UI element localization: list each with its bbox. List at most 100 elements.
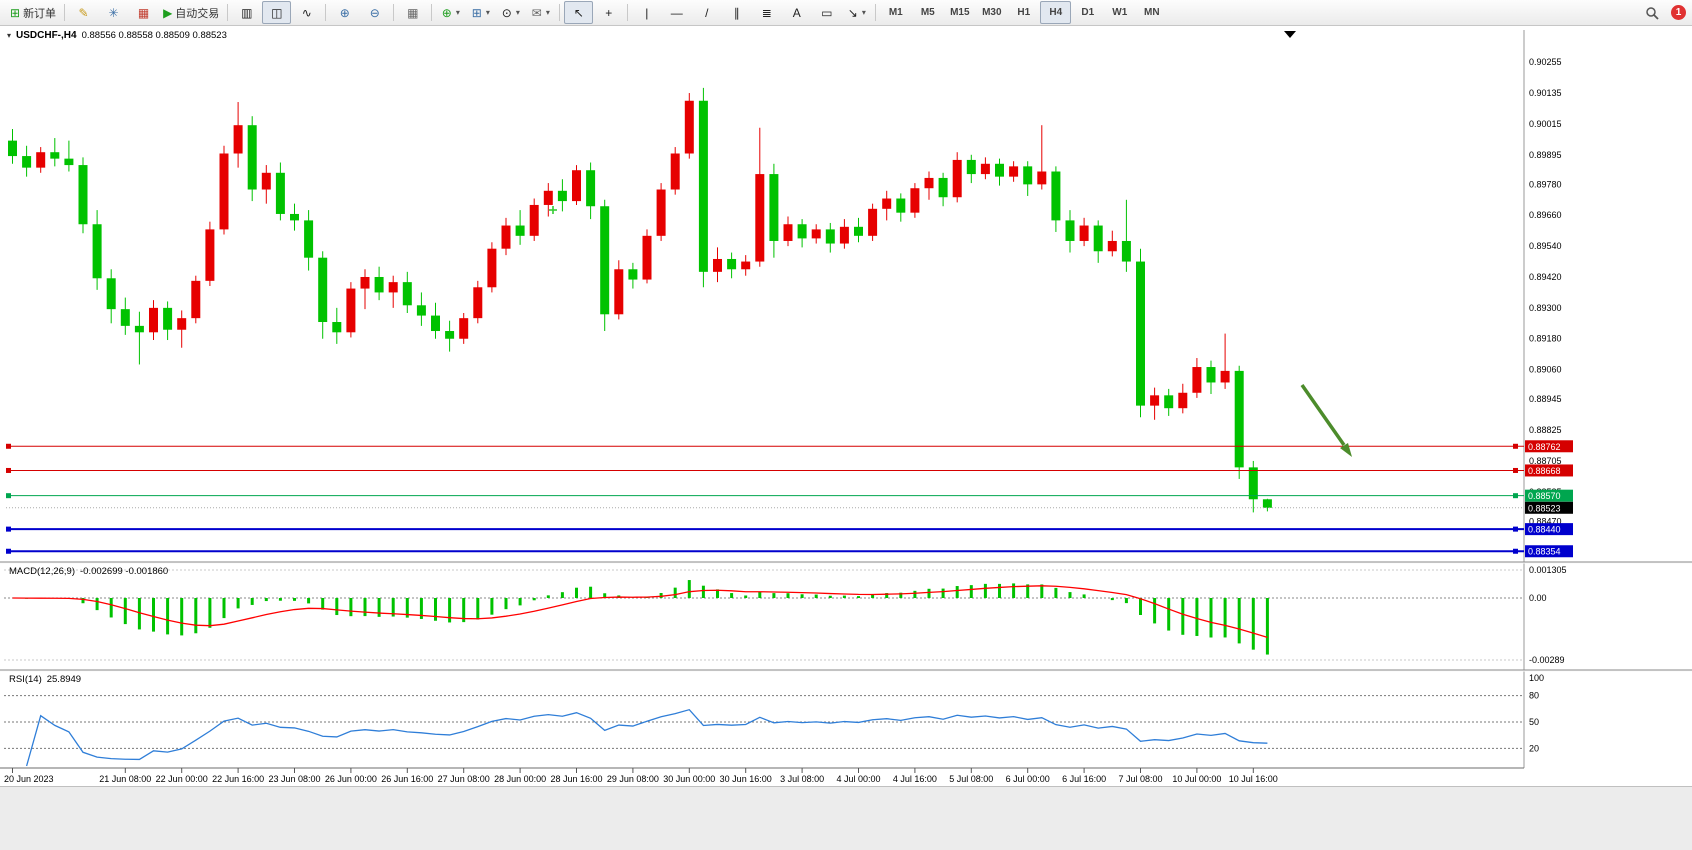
line-handle[interactable] (6, 443, 11, 449)
channel-button[interactable]: ∥ (722, 1, 751, 24)
candle-body (163, 307, 173, 330)
candle-body (388, 282, 398, 293)
cursor-button[interactable]: ↖ (564, 1, 594, 24)
candlestick-chart-button[interactable]: ◫ (262, 1, 292, 24)
price-tag (1525, 464, 1573, 477)
candle-body (811, 229, 821, 239)
time-axis-label: 4 Jul 00:00 (836, 774, 880, 784)
vertical-line-button[interactable]: | (632, 1, 661, 24)
line-handle[interactable] (6, 526, 11, 532)
line-handle[interactable] (1513, 526, 1518, 532)
separator (64, 4, 66, 21)
chart-ohlc-values: 0.88556 0.88558 0.88509 0.88523 (81, 30, 227, 41)
print-button[interactable]: ▦ (129, 1, 158, 24)
candle-body (1136, 261, 1145, 406)
timeframe-h1[interactable]: H1 (1017, 7, 1031, 18)
print-icon: ▦ (137, 5, 150, 20)
search-button[interactable] (1637, 1, 1666, 24)
periods-button[interactable]: ⊙ ▾ (496, 1, 525, 24)
zoom-in-button[interactable]: ⊕ (330, 1, 359, 24)
candle-body (318, 257, 328, 323)
candle-body (1009, 166, 1019, 177)
line-handle[interactable] (6, 467, 11, 473)
time-axis-label: 7 Jul 08:00 (1118, 774, 1162, 784)
candle-body (473, 287, 483, 319)
price-tag (1525, 501, 1573, 514)
vertical-line-icon: | (645, 5, 649, 20)
autotrading-button[interactable]: ▶ 自动交易 (159, 1, 223, 24)
zoom-in-icon: ⊕ (339, 5, 350, 20)
chart-canvas[interactable]: 0.90255 0.90135 0.90015 0.89895 0.89780 0.896… (0, 26, 1692, 786)
time-axis-label: 26 Jun 00:00 (325, 774, 377, 784)
chart-shift-marker-icon[interactable] (1284, 31, 1296, 38)
timeframe-m1[interactable]: M1 (888, 7, 903, 18)
fibonacci-button[interactable]: ≣ (752, 1, 781, 24)
line-handle[interactable] (1513, 443, 1518, 449)
candle-body (290, 213, 299, 221)
line-handle[interactable] (1513, 548, 1518, 554)
down-arrow-head[interactable] (1340, 443, 1352, 457)
metaeditor-button[interactable]: ✎ (69, 1, 98, 24)
candle-body (980, 163, 990, 175)
separator (559, 4, 561, 21)
options-button[interactable]: ✳ (99, 1, 128, 24)
horizontal-line-button[interactable]: — (662, 1, 691, 24)
new-order-button[interactable]: ⊞ 新订单 (6, 1, 60, 24)
rsi-axis-label: 20 (1529, 743, 1539, 753)
time-axis-label: 27 Jun 08:00 (438, 774, 490, 784)
price-tag-label: 0.88523 (1528, 503, 1561, 513)
separator (875, 4, 877, 21)
candle-body (261, 172, 271, 190)
trendline-button[interactable]: / (692, 1, 721, 24)
text-label-button[interactable]: ▭ (812, 1, 841, 24)
price-axis-label: 0.88945 (1529, 394, 1562, 404)
template-envelope-icon: ✉ (531, 5, 542, 20)
price-axis-label: 0.89540 (1529, 241, 1562, 251)
down-arrow-object[interactable] (1300, 383, 1346, 447)
candle-body (22, 156, 32, 168)
zoom-out-button[interactable]: ⊖ (360, 1, 389, 24)
timeframe-w1[interactable]: W1 (1112, 7, 1128, 18)
candle-body (1150, 395, 1160, 406)
text-button[interactable]: A (782, 1, 811, 24)
timeframe-m5[interactable]: M5 (920, 7, 935, 18)
timeframe-mn[interactable]: MN (1144, 7, 1160, 18)
horizontal-line-icon: — (670, 5, 683, 20)
line-handle[interactable] (1513, 493, 1518, 499)
candle-body (882, 198, 892, 209)
candle-body (304, 220, 314, 258)
rsi-axis-label: 50 (1529, 717, 1539, 727)
candle-body (1051, 171, 1061, 221)
rsi-label-row: RSI(14) 25.8949 (9, 674, 81, 685)
candle-body (727, 258, 737, 270)
notification-badge[interactable]: 1 (1671, 5, 1686, 20)
add-chart-button[interactable]: ⊞ ▾ (466, 1, 495, 24)
templates-button[interactable]: ✉ ▾ (526, 1, 555, 24)
tile-windows-icon: ▦ (407, 5, 419, 20)
timeframe-m15[interactable]: M15 (950, 7, 970, 18)
new-order-label: 新订单 (23, 7, 57, 20)
timeframe-m30[interactable]: M30 (982, 7, 1002, 18)
candle-body (92, 224, 102, 279)
price-axis-label: 0.89895 (1529, 150, 1562, 160)
bar-chart-button[interactable]: ▥ (232, 1, 261, 24)
timeframe-h4[interactable]: H4 (1040, 1, 1072, 24)
line-handle[interactable] (6, 548, 11, 554)
line-handle[interactable] (6, 493, 11, 499)
timeframe-d1[interactable]: D1 (1081, 7, 1095, 18)
candle-body (459, 318, 469, 339)
candle-body (205, 229, 215, 281)
tile-windows-button[interactable]: ▦ (398, 1, 427, 24)
crosshair-button[interactable]: + (594, 1, 623, 24)
candle-body (910, 188, 920, 213)
line-chart-button[interactable]: ∿ (292, 1, 321, 24)
line-handle[interactable] (1513, 467, 1518, 473)
indicators-button[interactable]: ⊕ ▾ (436, 1, 465, 24)
chart-collapse-icon[interactable]: ▾ (7, 31, 12, 40)
rsi-indicator-label: RSI(14) (9, 674, 42, 685)
candle-body (445, 331, 455, 339)
candle-body (219, 153, 229, 230)
arrows-button[interactable]: ↘ ▾ (842, 1, 871, 24)
price-axis-label: 0.90135 (1529, 88, 1562, 98)
chevron-down-icon: ▾ (861, 8, 866, 17)
